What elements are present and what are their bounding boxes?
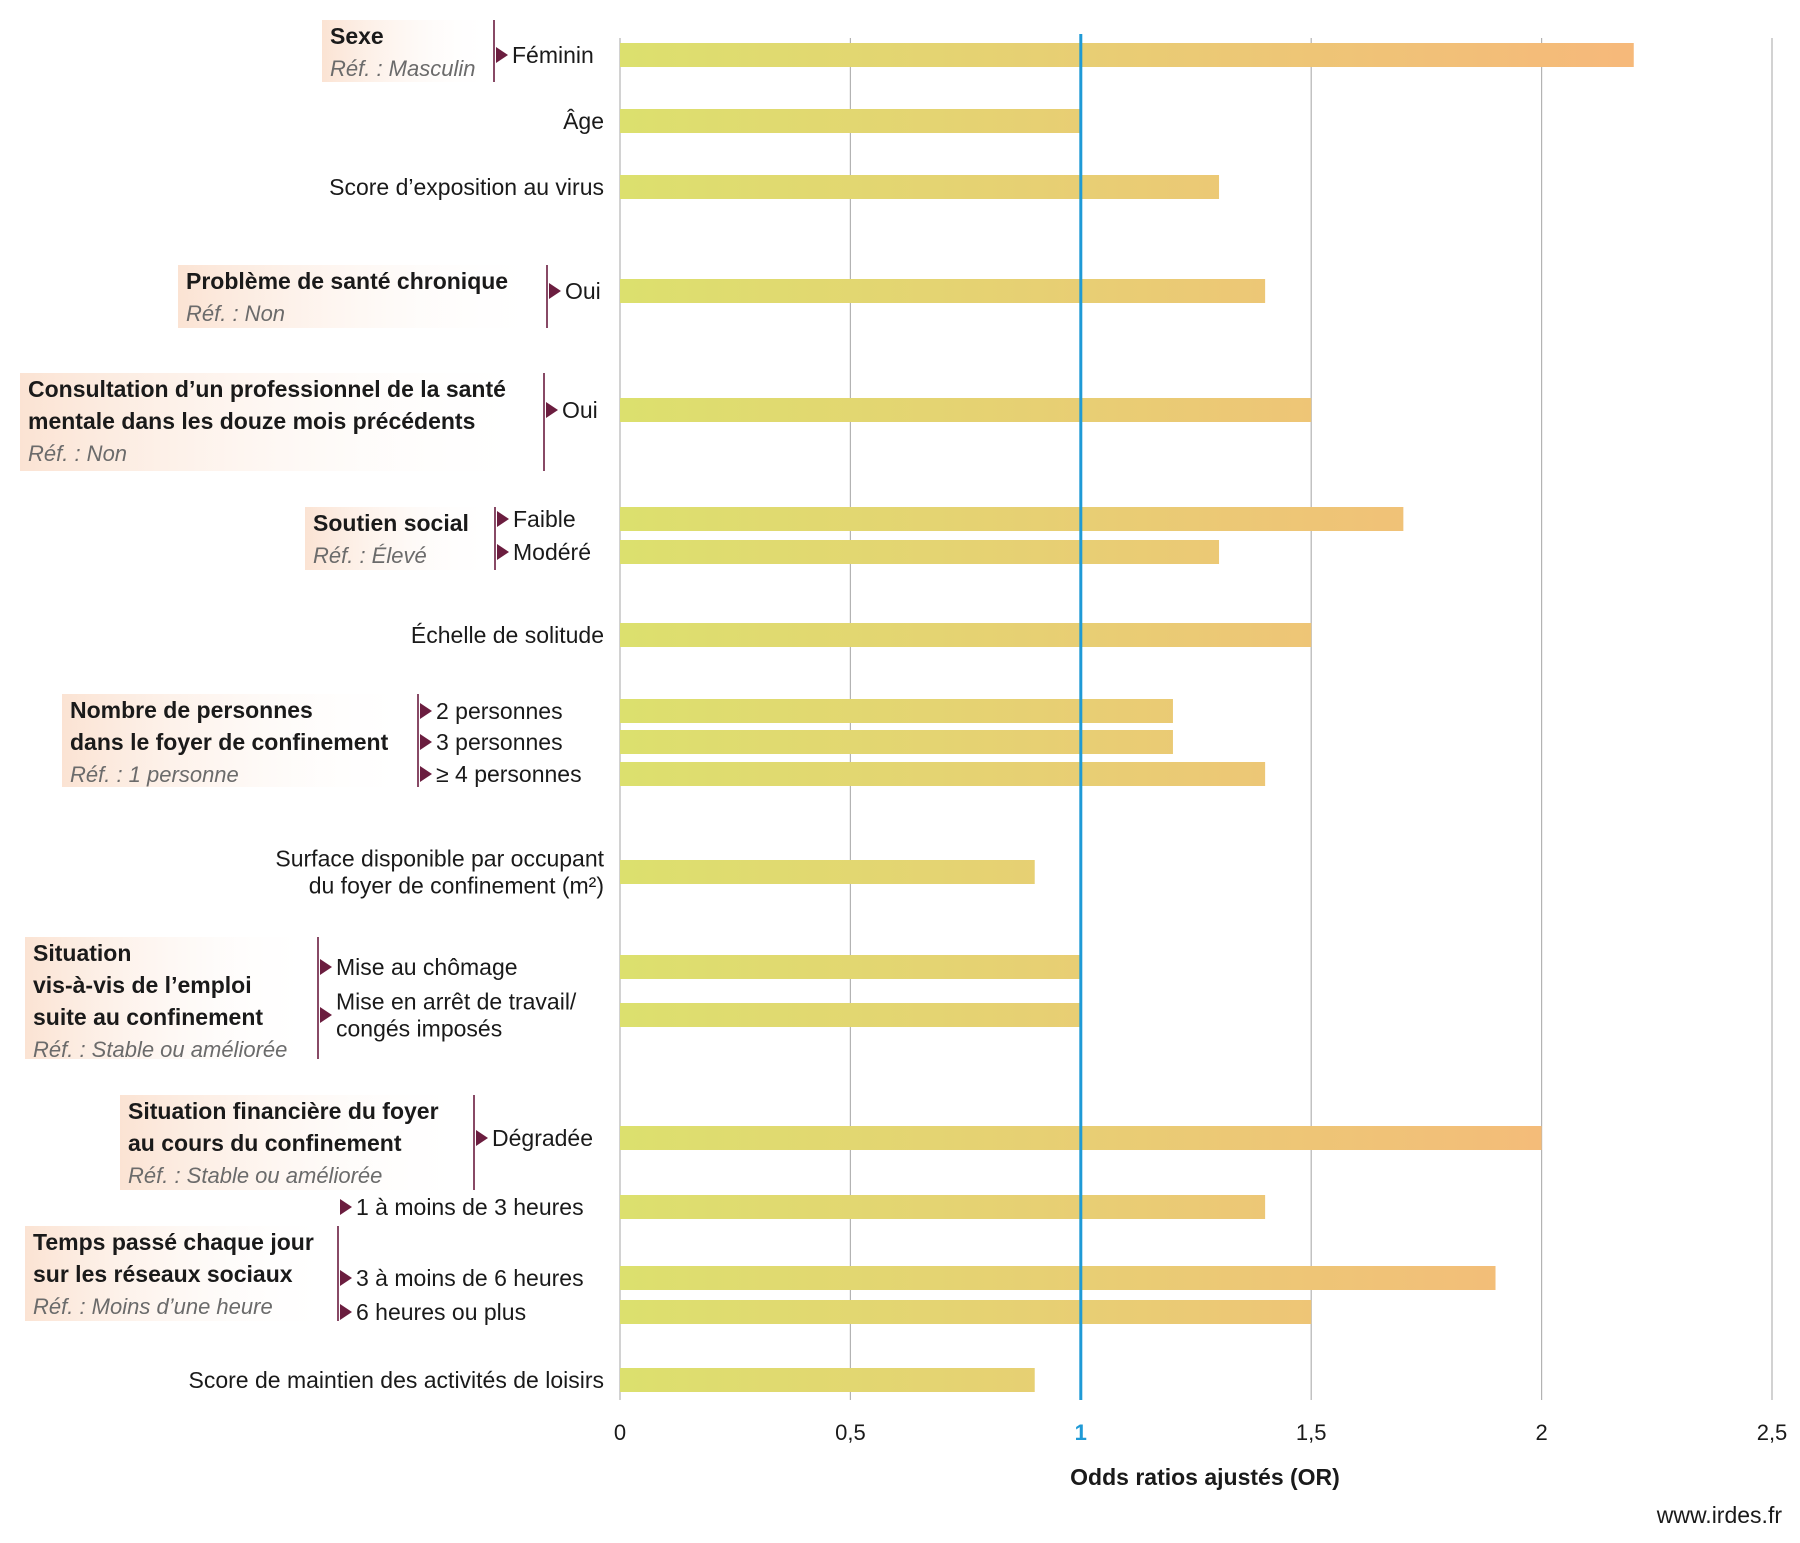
bar: [620, 398, 1312, 422]
row-label: Dégradée: [492, 1125, 593, 1151]
category-reference: Réf. : Stable ou améliorée: [33, 1037, 287, 1062]
pointer-marker: [476, 1130, 488, 1146]
row-label: 6 heures ou plus: [356, 1299, 526, 1325]
row-label: 3 personnes: [436, 729, 563, 755]
pointer-marker: [320, 959, 332, 975]
x-tick-label: 2: [1535, 1420, 1547, 1445]
category-title: mentale dans les douze mois précédents: [28, 408, 475, 434]
bar: [620, 1003, 1081, 1027]
bar: [620, 540, 1220, 564]
category-box: [20, 373, 544, 471]
row-label: 1 à moins de 3 heures: [356, 1194, 584, 1220]
bar: [620, 109, 1081, 133]
category-title: vis-à-vis de l’emploi: [33, 972, 252, 998]
row-label: Modéré: [513, 539, 591, 565]
x-tick-label: 1,5: [1296, 1420, 1327, 1445]
category-reference: Réf. : Non: [28, 441, 127, 466]
category-title: suite au confinement: [33, 1004, 263, 1030]
x-axis-ticks: 0 0,5 1 1,5 2 2,5: [614, 1420, 1787, 1445]
category-reference: Réf. : Non: [186, 301, 285, 326]
pointer-marker: [340, 1304, 352, 1320]
category-title: Situation: [33, 940, 131, 966]
row-label: congés imposés: [336, 1016, 502, 1042]
row-label: Surface disponible par occupant: [275, 846, 604, 872]
category-box: [25, 937, 318, 1059]
category-boxes: [20, 20, 548, 1321]
bar: [620, 860, 1035, 884]
bar: [620, 1368, 1035, 1392]
bar: [620, 1195, 1266, 1219]
pointer-marker: [340, 1270, 352, 1286]
category-title: Situation financière du foyer: [128, 1098, 439, 1124]
pointer-marker: [340, 1199, 352, 1215]
row-label: Mise au chômage: [336, 954, 518, 980]
category-box: [62, 694, 418, 787]
category-title: au cours du confinement: [128, 1130, 402, 1156]
bar: [620, 623, 1312, 647]
x-axis-title: Odds ratios ajustés (OR): [1070, 1464, 1340, 1490]
bar: [620, 730, 1173, 754]
category-box: [322, 20, 494, 82]
labels: Sexe Réf. : Masculin Féminin Âge Score d’exp…: [28, 23, 605, 1393]
pointer-marker: [497, 511, 509, 527]
x-tick-label: 0,5: [835, 1420, 866, 1445]
x-tick-label: 2,5: [1757, 1420, 1788, 1445]
pointer-marker: [420, 766, 432, 782]
pointer-marker: [420, 734, 432, 750]
bar: [620, 762, 1266, 786]
pointer-marker: [496, 47, 508, 63]
category-title: Sexe: [330, 23, 384, 49]
bar: [620, 43, 1634, 67]
source-url: www.irdes.fr: [1656, 1502, 1783, 1528]
category-title: Temps passé chaque jour: [33, 1229, 314, 1255]
category-reference: Réf. : 1 personne: [70, 762, 239, 787]
category-title: sur les réseaux sociaux: [33, 1261, 293, 1287]
row-label: Oui: [562, 397, 598, 423]
bar: [620, 1300, 1312, 1324]
bar: [620, 699, 1173, 723]
row-label: Féminin: [512, 42, 594, 68]
pointer-marker: [546, 402, 558, 418]
category-title: dans le foyer de confinement: [70, 729, 389, 755]
category-title: Soutien social: [313, 510, 469, 536]
bar: [620, 955, 1081, 979]
category-box: [178, 265, 547, 328]
pointer-marker: [320, 1007, 332, 1023]
pointer-marker: [549, 283, 561, 299]
bar: [620, 1266, 1496, 1290]
row-label: Âge: [563, 108, 604, 134]
bar: [620, 507, 1404, 531]
category-reference: Réf. : Moins d’une heure: [33, 1294, 273, 1319]
category-box: [25, 1226, 338, 1321]
x-tick-label: 1: [1075, 1420, 1087, 1445]
row-label: 3 à moins de 6 heures: [356, 1265, 584, 1291]
category-title: Consultation d’un professionnel de la sa…: [28, 376, 506, 402]
category-title: Nombre de personnes: [70, 697, 313, 723]
category-title: Problème de santé chronique: [186, 268, 508, 294]
row-label: 2 personnes: [436, 698, 563, 724]
row-label: Faible: [513, 506, 576, 532]
category-box: [120, 1095, 474, 1190]
row-label: Score d’exposition au virus: [329, 174, 604, 200]
pointer-marker: [497, 544, 509, 560]
x-tick-label: 0: [614, 1420, 626, 1445]
bar: [620, 175, 1220, 199]
row-label: ≥ 4 personnes: [436, 761, 582, 787]
category-reference: Réf. : Stable ou améliorée: [128, 1163, 382, 1188]
row-label: Mise en arrêt de travail/: [336, 989, 577, 1015]
category-reference: Réf. : Masculin: [330, 56, 476, 81]
row-label: Score de maintien des activités de loisi…: [189, 1367, 604, 1393]
row-label: Échelle de solitude: [411, 622, 604, 648]
bars: [620, 43, 1634, 1392]
bar: [620, 279, 1266, 303]
row-label: du foyer de confinement (m²): [309, 873, 604, 899]
category-reference: Réf. : Élevé: [313, 543, 427, 568]
pointer-marker: [420, 703, 432, 719]
row-label: Oui: [565, 278, 601, 304]
category-box: [305, 507, 495, 570]
